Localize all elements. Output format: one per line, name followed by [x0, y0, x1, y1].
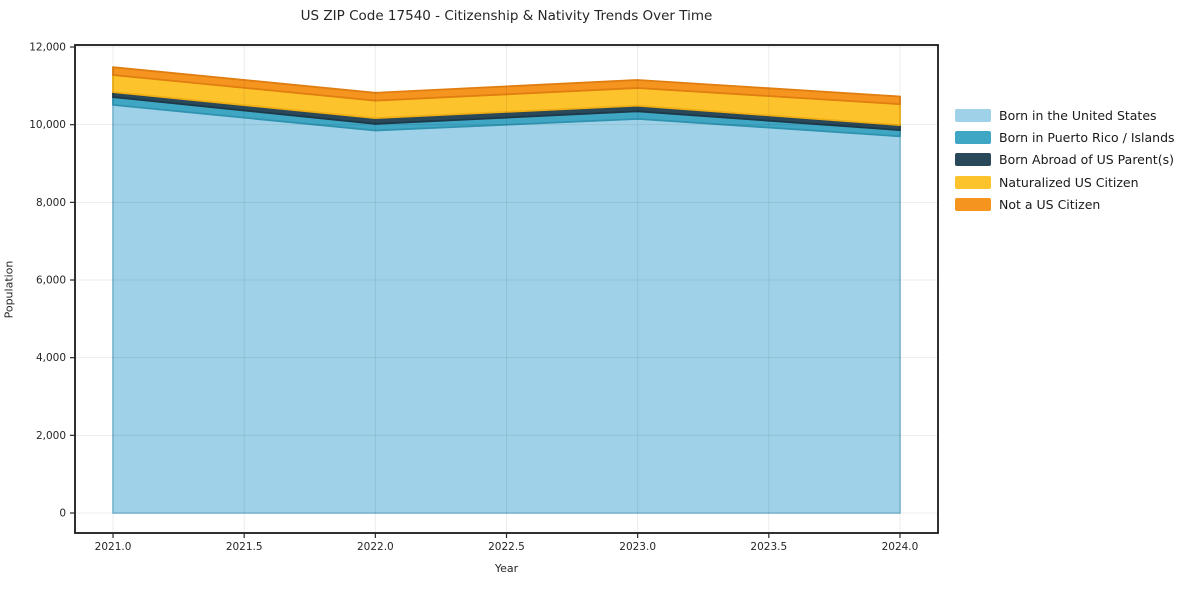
legend-item-born-in-the-united-states: Born in the United States [955, 104, 1175, 126]
x-tick-label: 2023.0 [619, 541, 656, 553]
x-tick-label: 2022.5 [488, 541, 525, 553]
y-tick-label: 4,000 [36, 352, 66, 364]
legend-label: Born Abroad of US Parent(s) [999, 152, 1174, 168]
legend: Born in the United States Born in Puerto … [955, 104, 1175, 216]
x-tick-label: 2024.0 [882, 541, 919, 553]
x-tick-label: 2021.5 [226, 541, 263, 553]
x-tick-label: 2022.0 [357, 541, 394, 553]
y-tick-label: 12,000 [29, 42, 66, 54]
y-tick-label: 6,000 [36, 275, 66, 287]
y-tick-label: 8,000 [36, 197, 66, 209]
y-tick-label: 10,000 [29, 119, 66, 131]
legend-swatch-icon [955, 153, 991, 167]
legend-swatch-icon [955, 198, 991, 212]
legend-label: Born in Puerto Rico / Islands [999, 130, 1175, 146]
not-a-us-citizen-area [112, 66, 901, 105]
y-tick-label: 2,000 [36, 430, 66, 442]
legend-item-not-a-us-citizen: Not a US Citizen [955, 194, 1175, 216]
legend-item-born-in-puerto-rico-islands: Born in Puerto Rico / Islands [955, 126, 1175, 148]
legend-label: Not a US Citizen [999, 197, 1101, 213]
legend-item-naturalized-us-citizen: Naturalized US Citizen [955, 171, 1175, 193]
legend-swatch-icon [955, 131, 991, 145]
x-tick-label: 2023.5 [750, 541, 787, 553]
y-tick-label: 0 [59, 508, 66, 520]
legend-label: Naturalized US Citizen [999, 174, 1139, 190]
y-axis-label: Population [2, 260, 16, 319]
legend-item-born-abroad-of-us-parent-s: Born Abroad of US Parent(s) [955, 149, 1175, 171]
legend-swatch-icon [955, 175, 991, 189]
legend-label: Born in the United States [999, 107, 1157, 123]
legend-swatch-icon [955, 108, 991, 122]
chart-title: US ZIP Code 17540 - Citizenship & Nativi… [300, 8, 713, 24]
x-axis-label: Year [494, 562, 519, 575]
x-tick-label: 2021.0 [95, 541, 132, 553]
